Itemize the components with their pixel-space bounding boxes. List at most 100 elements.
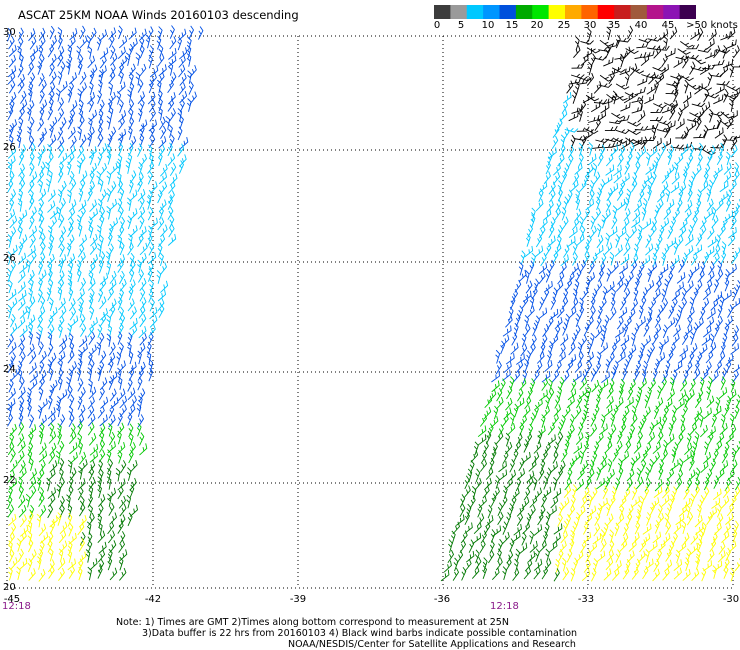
wind-barb bbox=[652, 66, 667, 72]
wind-barb bbox=[716, 432, 725, 445]
wind-barb bbox=[495, 349, 501, 364]
wind-barb bbox=[587, 61, 593, 76]
wind-barb bbox=[18, 289, 27, 302]
wind-barb bbox=[697, 269, 705, 283]
wind-barb bbox=[707, 236, 717, 248]
wind-barb bbox=[615, 440, 623, 454]
wind-barb bbox=[662, 485, 670, 499]
wind-barb bbox=[67, 459, 73, 474]
wind-barb bbox=[604, 405, 613, 417]
wind-barb bbox=[595, 138, 609, 143]
wind-barb bbox=[106, 188, 112, 202]
wind-barb bbox=[97, 243, 102, 257]
wind-barb bbox=[691, 568, 700, 582]
wind-barb bbox=[498, 469, 508, 481]
wind-barb bbox=[703, 441, 709, 456]
wind-barb bbox=[609, 494, 616, 509]
wind-barb bbox=[85, 549, 91, 563]
wind-barb bbox=[48, 431, 57, 444]
wind-barb bbox=[682, 55, 689, 69]
wind-barb bbox=[167, 55, 177, 68]
colorbar-segment bbox=[581, 5, 599, 19]
wind-barb bbox=[662, 567, 670, 581]
wind-barb bbox=[146, 196, 152, 210]
wind-barb bbox=[654, 520, 660, 534]
wind-barb bbox=[637, 189, 645, 203]
wind-barb bbox=[127, 332, 133, 347]
wind-barb bbox=[577, 351, 584, 365]
wind-barb bbox=[90, 233, 98, 247]
wind-barb bbox=[89, 170, 95, 184]
wind-barb bbox=[79, 314, 86, 328]
wind-barb bbox=[129, 268, 135, 283]
wind-barb bbox=[706, 395, 715, 409]
wind-barbs bbox=[6, 25, 740, 582]
wind-barb bbox=[160, 163, 168, 177]
wind-barb bbox=[109, 540, 117, 554]
wind-barb bbox=[467, 468, 473, 483]
wind-barb bbox=[38, 450, 48, 463]
wind-barb bbox=[602, 286, 608, 300]
wind-barb bbox=[658, 341, 664, 356]
wind-barb bbox=[147, 170, 153, 185]
wind-barb bbox=[714, 323, 720, 337]
wind-barb bbox=[598, 268, 604, 282]
wind-barb bbox=[700, 368, 709, 382]
wind-barb bbox=[641, 255, 651, 267]
wind-barb bbox=[642, 218, 652, 230]
wind-barb bbox=[630, 253, 639, 267]
wind-barb bbox=[640, 136, 648, 150]
wind-barb bbox=[464, 475, 470, 490]
wind-barb bbox=[566, 80, 574, 94]
wind-barb bbox=[668, 422, 674, 437]
wind-barb bbox=[682, 568, 691, 581]
wind-barb bbox=[584, 242, 590, 256]
wind-barb bbox=[178, 160, 185, 174]
wind-barb bbox=[561, 170, 568, 185]
wind-barb bbox=[129, 477, 137, 491]
wind-barb bbox=[661, 53, 668, 68]
wind-barb bbox=[532, 322, 538, 337]
wind-barb bbox=[653, 486, 663, 498]
wind-barb bbox=[107, 521, 115, 535]
wind-barb bbox=[653, 324, 662, 337]
wind-barb bbox=[67, 512, 73, 527]
wind-barb bbox=[148, 324, 156, 337]
wind-barb bbox=[57, 376, 63, 391]
wind-barb bbox=[697, 27, 704, 42]
wind-barb bbox=[613, 171, 622, 184]
wind-barb bbox=[553, 568, 560, 582]
wind-barb bbox=[88, 504, 94, 519]
wind-barb bbox=[128, 27, 137, 40]
wind-barb bbox=[67, 145, 76, 158]
wind-barb bbox=[68, 413, 75, 428]
wind-barb bbox=[706, 152, 713, 166]
wind-barb bbox=[482, 565, 488, 579]
wind-barb bbox=[596, 223, 602, 238]
wind-barb bbox=[177, 126, 183, 141]
wind-barb bbox=[670, 100, 679, 113]
wind-barb bbox=[719, 119, 733, 127]
wind-barb bbox=[624, 161, 631, 175]
wind-barb bbox=[482, 441, 489, 455]
wind-barb bbox=[643, 486, 650, 500]
wind-barb bbox=[570, 567, 576, 582]
wind-barb bbox=[699, 377, 705, 391]
wind-barb bbox=[28, 81, 34, 96]
wind-barb bbox=[39, 360, 45, 375]
wind-barb bbox=[16, 134, 22, 149]
wind-barb bbox=[169, 173, 178, 186]
wind-barb bbox=[522, 452, 531, 464]
wind-barb bbox=[483, 477, 492, 491]
wind-barb bbox=[598, 459, 607, 472]
wind-barb bbox=[612, 448, 619, 462]
wind-barb bbox=[79, 296, 85, 311]
wind-barb bbox=[8, 54, 17, 68]
wind-barb bbox=[47, 413, 56, 427]
wind-barb bbox=[585, 351, 594, 364]
wind-barb bbox=[725, 353, 734, 366]
wind-barb bbox=[599, 423, 608, 436]
wind-barb bbox=[713, 279, 720, 293]
wind-barb bbox=[670, 144, 684, 149]
wind-barb bbox=[723, 403, 730, 417]
